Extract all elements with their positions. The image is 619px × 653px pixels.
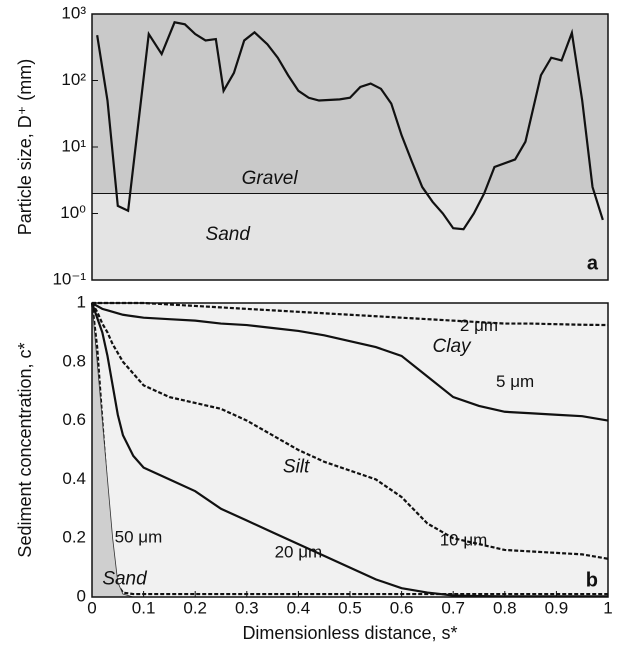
x-tick-label: 0.3	[235, 598, 259, 617]
x-tick-label: 0.9	[545, 598, 569, 617]
y-tick-label: 10¹	[61, 136, 86, 155]
x-tick-label: 0.5	[338, 598, 362, 617]
y-tick-label: 0.2	[62, 528, 86, 547]
x-tick-label: 0.6	[390, 598, 414, 617]
series-label: 50 μm	[115, 528, 163, 547]
plot-frame	[91, 302, 609, 598]
series-label: 2 μm	[460, 316, 498, 335]
region-label: Sand	[102, 568, 148, 589]
x-tick-label: 0.7	[441, 598, 465, 617]
y-tick-label: 0.4	[62, 469, 86, 488]
y-axis-label: Particle size, D⁺ (mm)	[15, 59, 35, 236]
x-tick-label: 0.2	[183, 598, 207, 617]
y-tick-label: 1	[77, 292, 86, 311]
series-line	[96, 21, 604, 231]
series-label: 10 μm	[440, 531, 488, 550]
panel-background	[92, 303, 608, 597]
x-tick-label: 0.4	[287, 598, 311, 617]
plot-frame	[91, 13, 609, 281]
y-tick-label: 10²	[61, 70, 86, 89]
series-line	[91, 302, 609, 422]
x-tick-label: 0	[87, 598, 96, 617]
series-label: 20 μm	[275, 542, 323, 561]
x-axis-label: Dimensionless distance, s*	[242, 623, 457, 643]
region-label: Clay	[433, 336, 473, 357]
x-tick-label: 1	[603, 598, 612, 617]
y-tick-label: 10⁰	[60, 203, 86, 222]
x-tick-label: 0.8	[493, 598, 517, 617]
series-line	[92, 301, 609, 327]
region-label: Gravel	[242, 168, 299, 189]
region-label: Sand	[206, 224, 252, 245]
y-tick-label: 0.8	[62, 351, 86, 370]
series-line	[91, 302, 609, 560]
panel-label: b	[586, 569, 598, 591]
series-label: 5 μm	[496, 372, 534, 391]
y-tick-label: 0	[77, 586, 86, 605]
x-tick-label: 0.1	[132, 598, 156, 617]
y-axis-label: Sediment concentration, c*	[15, 342, 35, 557]
region-label: Silt	[283, 457, 310, 478]
panel-label: a	[587, 252, 599, 274]
y-tick-label: 0.6	[62, 410, 86, 429]
lower-region	[92, 193, 608, 280]
upper-region	[92, 14, 608, 194]
y-tick-label: 10³	[61, 3, 86, 22]
y-tick-label: 10⁻¹	[52, 269, 86, 288]
